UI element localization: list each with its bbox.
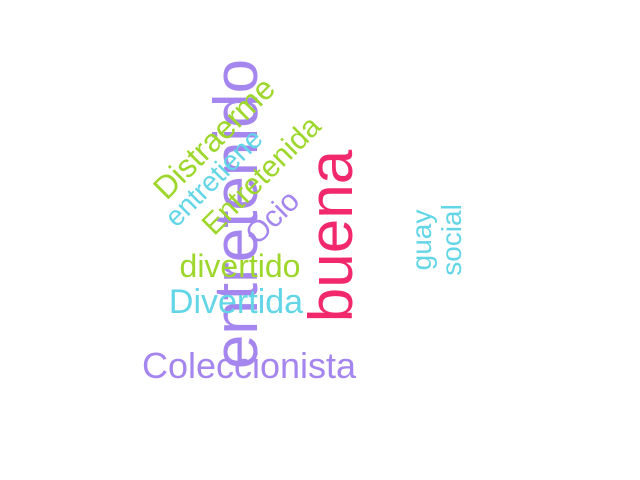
- word-social: social: [436, 204, 467, 276]
- word-coleccionista: Coleccionista: [141, 345, 357, 386]
- word-divertido: divertido: [179, 248, 301, 284]
- word-divertida: Divertida: [168, 283, 304, 321]
- word-buena: buena: [297, 149, 366, 323]
- word-guay: guay: [406, 209, 437, 271]
